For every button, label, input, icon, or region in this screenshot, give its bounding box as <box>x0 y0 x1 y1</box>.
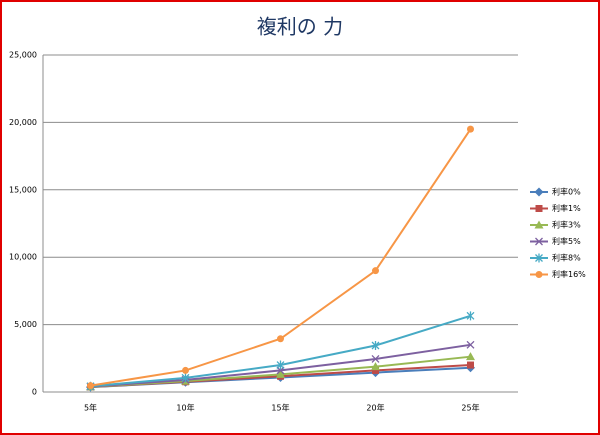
y-tick-label: 25,000 <box>9 51 37 60</box>
marker <box>276 369 285 378</box>
marker <box>277 335 284 343</box>
x-tick-label: 5年 <box>84 403 97 413</box>
legend-marker <box>534 220 544 229</box>
marker <box>466 352 475 361</box>
y-tick-label: 10,000 <box>9 253 37 262</box>
x-tick-label: 10年 <box>176 403 194 413</box>
marker <box>467 361 474 369</box>
legend-marker <box>534 187 544 197</box>
marker <box>371 355 380 363</box>
legend-label: 利率8% <box>552 253 581 263</box>
legend-label: 利率0% <box>552 187 581 197</box>
legend-label: 利率5% <box>552 236 581 246</box>
legend-marker <box>535 271 543 278</box>
y-tick-label: 15,000 <box>9 185 37 194</box>
marker <box>372 366 379 374</box>
marker <box>466 340 475 349</box>
legend-marker <box>535 253 543 263</box>
legend-marker <box>535 237 543 246</box>
x-tick-label: 20年 <box>366 403 384 413</box>
x-tick-label: 15年 <box>271 403 289 413</box>
marker <box>87 382 94 390</box>
marker <box>181 373 190 383</box>
marker <box>182 366 189 374</box>
y-tick-label: 0 <box>32 388 37 397</box>
legend-label: 利率3% <box>552 220 581 230</box>
marker <box>466 311 475 321</box>
marker <box>371 340 380 350</box>
legend-label: 利率1% <box>552 203 581 213</box>
legend-marker <box>535 205 543 212</box>
chart-title: 複利の 力 <box>257 15 343 39</box>
y-tick-label: 20,000 <box>9 118 37 127</box>
marker <box>371 362 380 371</box>
marker <box>372 267 379 275</box>
legend-label: 利率16% <box>552 269 586 279</box>
y-tick-label: 5,000 <box>14 320 37 329</box>
x-tick-label: 25年 <box>461 403 479 413</box>
marker <box>276 360 285 370</box>
marker <box>467 125 474 133</box>
